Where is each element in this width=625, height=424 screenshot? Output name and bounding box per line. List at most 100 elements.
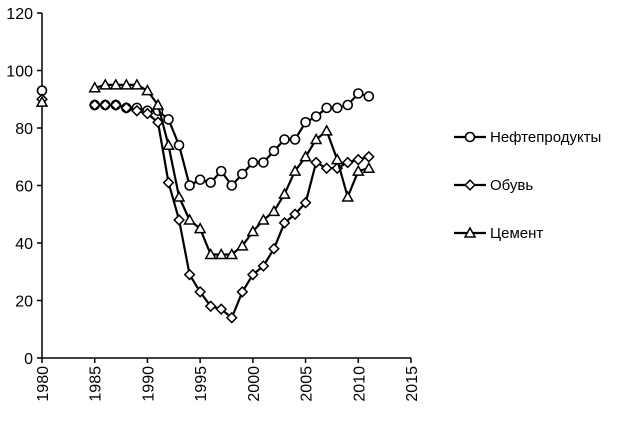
triangle-marker xyxy=(151,98,165,110)
triangle-marker xyxy=(162,138,175,150)
diamond-marker xyxy=(257,260,270,272)
triangle-marker xyxy=(330,153,344,165)
y-tick-label: 60 xyxy=(15,179,33,196)
circle-marker xyxy=(163,114,174,125)
triangle-marker xyxy=(141,84,154,96)
diamond-marker xyxy=(215,303,228,315)
legend-entry: Обувь xyxy=(454,177,533,194)
diamond-marker xyxy=(352,153,365,166)
x-tick-label: 2015 xyxy=(404,366,421,402)
triangle-marker xyxy=(225,247,239,260)
circle-marker xyxy=(342,99,354,111)
diamond-marker xyxy=(99,99,112,111)
diamond-marker xyxy=(246,268,259,281)
triangle-marker xyxy=(278,187,291,199)
legend-label: Обувь xyxy=(490,177,533,194)
circle-marker xyxy=(237,168,248,180)
circle-marker xyxy=(363,91,375,102)
chart-axes: 0 20 40 60 80 100 120 1980 1985 1990 1995 2000 2005 2… xyxy=(6,6,421,402)
diamond-marker xyxy=(162,176,175,189)
circle-marker xyxy=(173,139,185,151)
x-tick-label: 2000 xyxy=(246,366,263,402)
diamond-marker xyxy=(183,268,196,281)
triangle-marker xyxy=(109,78,123,90)
triangle-marker xyxy=(341,190,355,202)
circle-marker xyxy=(268,145,280,157)
triangle-marker xyxy=(267,204,281,217)
diamond-marker xyxy=(278,217,291,229)
triangle-marker xyxy=(463,226,477,238)
circle-marker xyxy=(310,111,322,122)
diamond-marker xyxy=(299,196,312,209)
x-tick-label: 1995 xyxy=(193,366,210,402)
circle-marker xyxy=(279,134,290,145)
triangle-marker xyxy=(193,222,207,234)
circle-marker xyxy=(226,180,238,191)
circle-marker xyxy=(205,177,216,188)
y-tick-label: 40 xyxy=(15,236,33,253)
series-line xyxy=(94,103,370,319)
triangle-marker xyxy=(362,161,376,173)
diamond-marker xyxy=(194,286,207,298)
circle-marker xyxy=(247,157,259,168)
triangle-marker xyxy=(172,190,186,202)
y-tick-label: 0 xyxy=(24,351,33,368)
chart-series xyxy=(35,78,376,324)
triangle-marker xyxy=(236,239,249,251)
diamond-marker xyxy=(236,286,249,298)
chart-legend: Нефтепродукты Обувь Цемент xyxy=(454,129,601,242)
y-tick-label: 100 xyxy=(6,64,33,81)
triangle-marker xyxy=(214,247,228,260)
x-tick-label: 1985 xyxy=(88,366,105,402)
circle-marker xyxy=(331,102,343,114)
x-tick-label: 2010 xyxy=(351,366,368,402)
triangle-marker xyxy=(309,132,323,145)
series-circle xyxy=(36,85,375,191)
series-diamond xyxy=(36,93,375,324)
series-triangle xyxy=(35,78,376,260)
diamond-marker xyxy=(289,208,301,221)
diamond-marker xyxy=(204,300,217,313)
diamond-marker xyxy=(141,107,154,120)
diamond-marker xyxy=(341,156,354,169)
diamond-marker xyxy=(320,162,333,175)
circle-marker xyxy=(321,102,332,114)
diamond-marker xyxy=(131,104,143,117)
circle-marker xyxy=(258,157,269,168)
triangle-marker xyxy=(183,213,196,225)
x-tick-label: 1980 xyxy=(35,366,52,402)
triangle-marker xyxy=(204,247,217,260)
circle-marker xyxy=(464,131,476,143)
diamond-marker xyxy=(88,99,101,111)
triangle-marker xyxy=(320,124,333,136)
circle-marker xyxy=(215,165,227,177)
triangle-marker xyxy=(352,164,365,176)
circle-marker xyxy=(184,180,195,191)
circle-marker xyxy=(300,116,311,128)
triangle-marker xyxy=(288,164,302,176)
diamond-marker xyxy=(268,242,280,255)
triangle-marker xyxy=(88,81,101,93)
triangle-marker xyxy=(98,78,112,90)
x-tick-label: 2005 xyxy=(299,366,316,402)
y-tick-label: 80 xyxy=(15,121,33,138)
diamond-marker xyxy=(310,156,322,169)
legend-label: Нефтепродукты xyxy=(490,129,601,146)
y-tick-label: 20 xyxy=(15,294,33,311)
diamond-marker xyxy=(225,311,238,324)
x-tick-label: 1990 xyxy=(140,366,157,402)
diamond-marker xyxy=(173,214,185,226)
triangle-marker xyxy=(120,78,133,90)
triangle-marker xyxy=(299,150,312,162)
diamond-marker xyxy=(120,102,133,114)
legend-entry: Нефтепродукты xyxy=(454,129,601,146)
legend-label: Цемент xyxy=(490,225,543,242)
circle-marker xyxy=(352,88,364,99)
legend-entry: Цемент xyxy=(454,225,543,242)
triangle-marker xyxy=(246,224,260,237)
circle-marker xyxy=(289,134,301,145)
triangle-marker xyxy=(35,95,49,107)
circle-marker xyxy=(194,174,206,186)
triangle-marker xyxy=(130,78,144,90)
